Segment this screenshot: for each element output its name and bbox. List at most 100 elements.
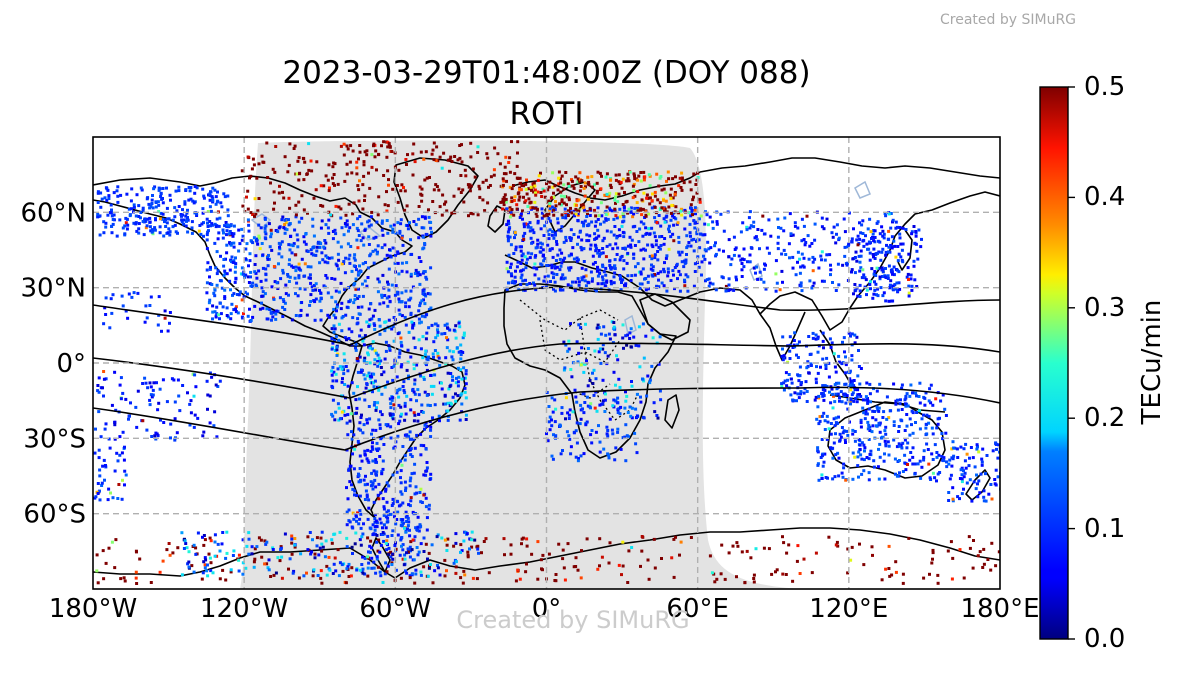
roti-point — [693, 208, 697, 212]
roti-point — [330, 369, 334, 373]
roti-point — [205, 233, 209, 237]
roti-point — [100, 484, 104, 487]
roti-point — [997, 550, 1000, 554]
roti-point — [413, 272, 417, 275]
roti-point — [281, 305, 285, 309]
roti-point — [321, 258, 325, 262]
roti-point — [980, 460, 984, 464]
roti-point — [333, 183, 336, 187]
roti-point — [619, 405, 623, 409]
roti-point — [821, 357, 825, 361]
roti-point — [639, 564, 642, 568]
roti-point — [602, 270, 606, 274]
roti-point — [377, 280, 381, 284]
roti-point — [348, 160, 352, 164]
roti-point — [935, 455, 939, 459]
roti-point — [412, 336, 416, 340]
roti-point — [422, 473, 426, 477]
roti-point — [950, 447, 954, 451]
roti-point — [254, 238, 258, 242]
roti-point — [400, 492, 404, 496]
roti-point — [284, 221, 288, 225]
roti-point — [523, 255, 527, 259]
roti-point — [206, 225, 210, 228]
roti-point — [810, 571, 814, 575]
roti-point — [814, 337, 818, 341]
roti-point — [562, 183, 566, 187]
roti-point — [177, 394, 181, 398]
roti-point — [353, 258, 357, 262]
roti-point — [575, 400, 579, 404]
roti-point — [860, 223, 864, 227]
roti-point — [672, 575, 676, 579]
roti-point — [296, 238, 300, 242]
roti-point — [297, 274, 301, 278]
roti-point — [501, 183, 505, 187]
roti-point — [224, 578, 228, 582]
roti-point — [550, 266, 554, 270]
roti-point — [397, 168, 401, 172]
roti-point — [846, 547, 850, 551]
roti-point — [240, 227, 244, 231]
roti-point — [720, 543, 724, 547]
roti-point — [570, 179, 574, 183]
roti-point — [811, 331, 815, 335]
roti-point — [381, 467, 385, 471]
roti-point — [217, 231, 221, 235]
roti-point — [446, 371, 450, 375]
roti-point — [205, 291, 209, 295]
roti-point — [154, 205, 158, 209]
roti-point — [414, 485, 418, 489]
roti-point — [910, 230, 914, 234]
roti-point — [556, 253, 560, 257]
roti-point — [355, 411, 358, 415]
roti-point — [108, 211, 112, 215]
roti-point — [430, 543, 434, 547]
roti-point — [158, 387, 162, 391]
roti-point — [849, 388, 853, 392]
roti-point — [98, 468, 102, 472]
roti-point — [177, 189, 181, 193]
roti-point — [532, 266, 536, 270]
roti-point — [635, 201, 639, 205]
roti-point — [851, 451, 855, 455]
roti-point — [206, 393, 210, 397]
roti-point — [877, 477, 881, 481]
roti-point — [816, 350, 820, 354]
roti-point — [523, 200, 527, 204]
roti-point — [359, 328, 363, 332]
roti-point — [288, 142, 292, 146]
roti-point — [229, 288, 232, 292]
roti-point — [384, 561, 388, 565]
roti-point — [580, 266, 584, 270]
roti-point — [255, 276, 259, 280]
roti-point — [672, 537, 676, 541]
roti-point — [586, 212, 589, 215]
roti-point — [142, 233, 146, 237]
roti-point — [484, 537, 488, 541]
roti-point — [413, 462, 417, 466]
roti-point — [277, 252, 281, 256]
roti-point — [171, 551, 175, 555]
roti-point — [320, 549, 324, 553]
roti-point — [657, 362, 661, 366]
roti-point — [394, 568, 398, 572]
roti-point — [375, 540, 379, 544]
roti-point — [850, 270, 853, 274]
roti-point — [582, 275, 586, 279]
roti-point — [340, 410, 344, 414]
roti-point — [249, 319, 253, 322]
roti-point — [161, 187, 165, 190]
roti-point — [549, 196, 553, 200]
roti-point — [412, 142, 416, 146]
roti-point — [192, 570, 196, 574]
roti-point — [924, 426, 928, 430]
roti-point — [134, 576, 138, 580]
roti-point — [320, 219, 324, 223]
roti-point — [454, 381, 458, 385]
roti-point — [745, 228, 749, 232]
roti-point — [940, 432, 944, 435]
roti-point — [359, 270, 363, 273]
roti-point — [658, 335, 662, 339]
roti-point — [384, 423, 388, 427]
